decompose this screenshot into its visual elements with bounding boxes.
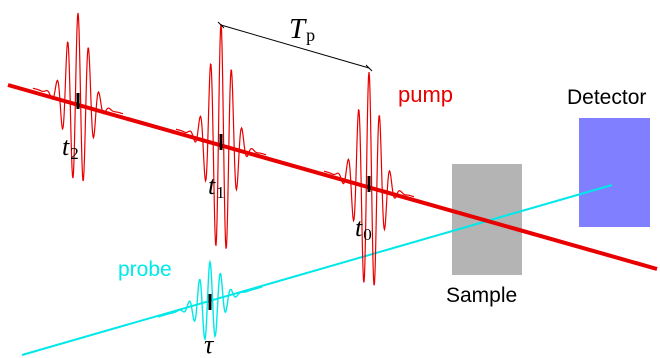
probe-label: probe — [118, 258, 172, 281]
sample-label: Sample — [446, 284, 517, 307]
period-label: Tp — [289, 13, 315, 45]
t0-label: t0 — [355, 213, 372, 244]
probe-beam — [21, 184, 613, 356]
detector-label: Detector — [567, 86, 646, 109]
period-bracket — [217, 21, 373, 72]
probe-pulse-tau — [157, 259, 263, 341]
pump-pulse-t0 — [323, 71, 415, 286]
pump-pulse-t2 — [32, 12, 124, 182]
pump-beam — [7, 83, 658, 271]
t1-label: t1 — [208, 171, 225, 202]
detector-block — [579, 118, 650, 227]
pulse-waveforms — [32, 12, 415, 341]
pump-label: pump — [398, 82, 453, 107]
tau-label: τ — [204, 330, 215, 358]
t2-label: t2 — [62, 132, 79, 163]
pump-pulse-t1 — [175, 23, 267, 249]
